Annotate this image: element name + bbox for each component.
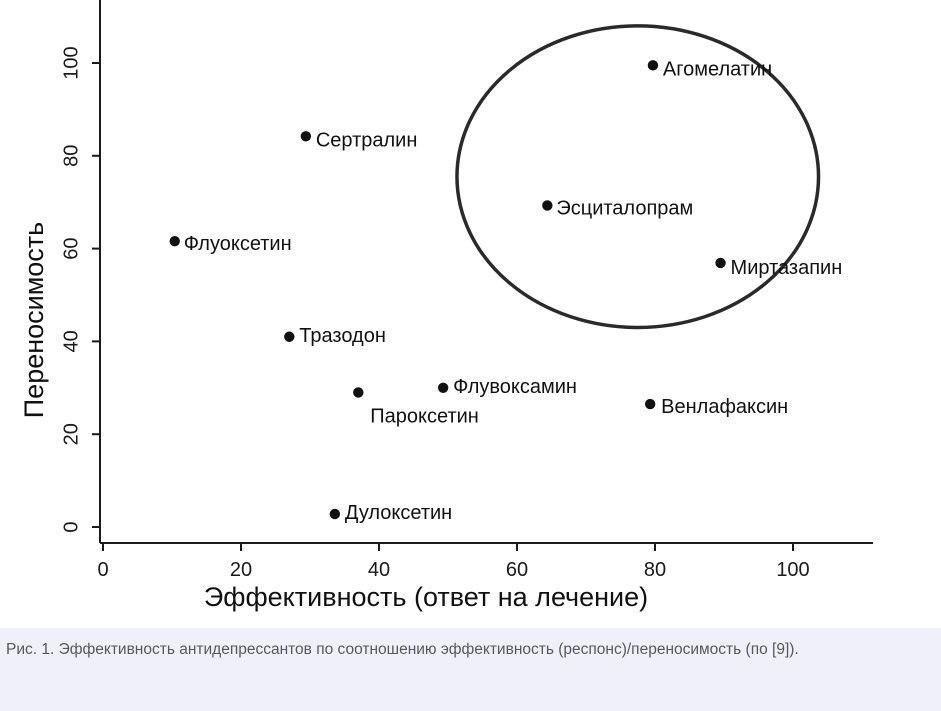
data-point xyxy=(169,235,180,247)
x-tick-label: 100 xyxy=(776,559,809,581)
data-point xyxy=(644,398,656,410)
data-point-label: Венлафаксин xyxy=(661,396,788,418)
y-tick-label: 40 xyxy=(60,330,82,352)
x-tick-label: 80 xyxy=(644,559,666,581)
data-point-label: Тразодон xyxy=(299,325,386,347)
data-point xyxy=(715,257,726,269)
y-tick-label: 20 xyxy=(60,423,82,445)
data-point xyxy=(542,200,553,211)
data-point-label: Эсциталопрам xyxy=(556,197,693,219)
figure-caption: Рис. 1. Эффективность антидепрессантов п… xyxy=(6,641,799,658)
data-point-label: Сертралин xyxy=(316,129,418,151)
data-point xyxy=(353,387,364,398)
y-tick-label: 0 xyxy=(60,521,82,532)
x-tick-label: 40 xyxy=(368,559,390,581)
x-tick-label: 20 xyxy=(230,559,252,581)
y-tick-label: 80 xyxy=(60,145,82,167)
y-axis-title: Переносимость xyxy=(19,222,49,418)
data-point xyxy=(329,508,341,520)
y-tick-label: 100 xyxy=(60,46,82,79)
data-point xyxy=(437,382,449,393)
axes: 0 20 40 60 80 100 0 20 40 60 80 100 xyxy=(60,0,873,581)
scatter-chart: 0 20 40 60 80 100 0 20 40 60 80 100 Агомелатин Сертр… xyxy=(19,0,873,612)
x-tick-label: 60 xyxy=(506,559,528,581)
data-point-label: Агомелатин xyxy=(663,58,772,80)
chart-panel: 0 20 40 60 80 100 0 20 40 60 80 100 Агомелатин Сертр… xyxy=(0,0,941,628)
data-point-label: Миртазапин xyxy=(731,257,843,279)
y-tick-label: 60 xyxy=(60,237,82,259)
points-layer: Агомелатин Сертралин Эсциталопрам Флуоксети… xyxy=(169,58,843,524)
highlight-ellipse xyxy=(455,24,821,330)
data-point-label: Дулоксетин xyxy=(345,502,452,524)
data-point xyxy=(300,131,312,142)
x-tick-label: 0 xyxy=(97,559,108,581)
data-point-label: Флуоксетин xyxy=(184,233,292,255)
data-point-label: Флувоксамин xyxy=(453,376,577,398)
x-axis-title: Эффективность (ответ на лечение) xyxy=(204,582,648,612)
data-point-label: Пароксетин xyxy=(370,405,479,427)
data-point xyxy=(284,331,295,342)
ellipse-layer xyxy=(455,24,821,330)
data-point xyxy=(647,60,659,71)
